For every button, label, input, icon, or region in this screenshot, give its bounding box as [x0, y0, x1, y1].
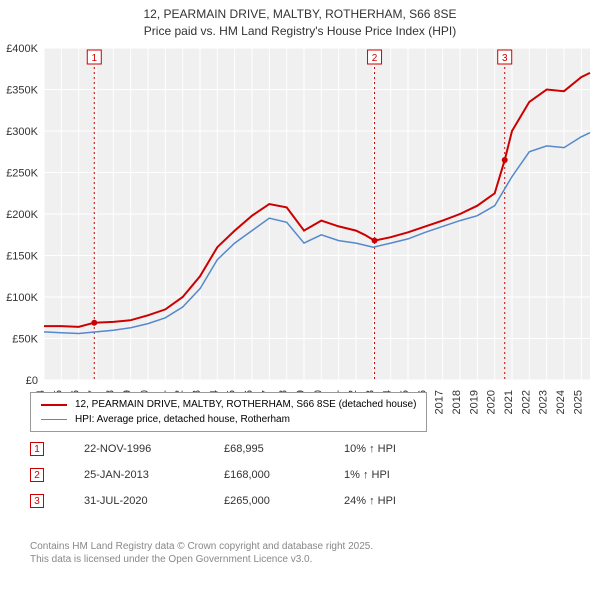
svg-text:£300K: £300K — [6, 126, 38, 138]
svg-text:£150K: £150K — [6, 251, 38, 263]
event-marker: 2 — [30, 468, 44, 482]
event-hpi: 24% ↑ HPI — [344, 495, 434, 507]
line-chart: £0£50K£100K£150K£200K£250K£300K£350K£400… — [44, 48, 590, 380]
svg-text:2: 2 — [372, 53, 378, 64]
legend-item: 12, PEARMAIN DRIVE, MALTBY, ROTHERHAM, S… — [41, 397, 416, 412]
svg-text:2017: 2017 — [434, 390, 446, 414]
legend-label: 12, PEARMAIN DRIVE, MALTBY, ROTHERHAM, S… — [75, 397, 416, 412]
legend-swatch — [41, 404, 67, 406]
svg-text:£400K: £400K — [6, 43, 38, 55]
event-marker: 3 — [30, 494, 44, 508]
sale-point — [502, 157, 508, 163]
svg-text:2024: 2024 — [555, 390, 567, 414]
svg-text:£200K: £200K — [6, 209, 38, 221]
sale-point — [372, 238, 378, 244]
legend-label: HPI: Average price, detached house, Roth… — [75, 412, 290, 427]
footer-line-1: Contains HM Land Registry data © Crown c… — [30, 540, 373, 553]
svg-text:£0: £0 — [26, 375, 38, 387]
event-date: 22-NOV-1996 — [84, 443, 184, 455]
legend: 12, PEARMAIN DRIVE, MALTBY, ROTHERHAM, S… — [30, 392, 427, 432]
legend-swatch — [41, 419, 67, 421]
sale-point — [91, 320, 97, 326]
svg-text:£50K: £50K — [12, 334, 38, 346]
footer-line-2: This data is licensed under the Open Gov… — [30, 553, 373, 566]
event-price: £68,995 — [224, 443, 304, 455]
title-line-2: Price paid vs. HM Land Registry's House … — [0, 23, 600, 40]
events-table: 1 22-NOV-1996 £68,995 10% ↑ HPI 2 25-JAN-2013… — [30, 436, 434, 514]
event-row: 2 25-JAN-2013 £168,000 1% ↑ HPI — [30, 462, 434, 488]
legend-item: HPI: Average price, detached house, Roth… — [41, 412, 416, 427]
svg-text:3: 3 — [502, 53, 508, 64]
chart-title: 12, PEARMAIN DRIVE, MALTBY, ROTHERHAM, S… — [0, 0, 600, 40]
event-date: 31-JUL-2020 — [84, 495, 184, 507]
svg-text:2025: 2025 — [572, 390, 584, 414]
svg-text:1: 1 — [91, 53, 97, 64]
svg-text:2018: 2018 — [451, 390, 463, 414]
svg-text:2019: 2019 — [468, 390, 480, 414]
event-date: 25-JAN-2013 — [84, 469, 184, 481]
svg-text:2020: 2020 — [486, 390, 498, 414]
svg-text:2023: 2023 — [538, 390, 550, 414]
title-line-1: 12, PEARMAIN DRIVE, MALTBY, ROTHERHAM, S… — [0, 6, 600, 23]
event-price: £168,000 — [224, 469, 304, 481]
event-hpi: 10% ↑ HPI — [344, 443, 434, 455]
event-marker: 1 — [30, 442, 44, 456]
event-hpi: 1% ↑ HPI — [344, 469, 434, 481]
svg-text:£250K: £250K — [6, 168, 38, 180]
attribution-footer: Contains HM Land Registry data © Crown c… — [30, 540, 373, 566]
svg-text:£350K: £350K — [6, 85, 38, 97]
event-row: 3 31-JUL-2020 £265,000 24% ↑ HPI — [30, 488, 434, 514]
svg-text:2021: 2021 — [503, 390, 515, 414]
svg-text:2022: 2022 — [520, 390, 532, 414]
svg-text:£100K: £100K — [6, 292, 38, 304]
event-price: £265,000 — [224, 495, 304, 507]
event-row: 1 22-NOV-1996 £68,995 10% ↑ HPI — [30, 436, 434, 462]
